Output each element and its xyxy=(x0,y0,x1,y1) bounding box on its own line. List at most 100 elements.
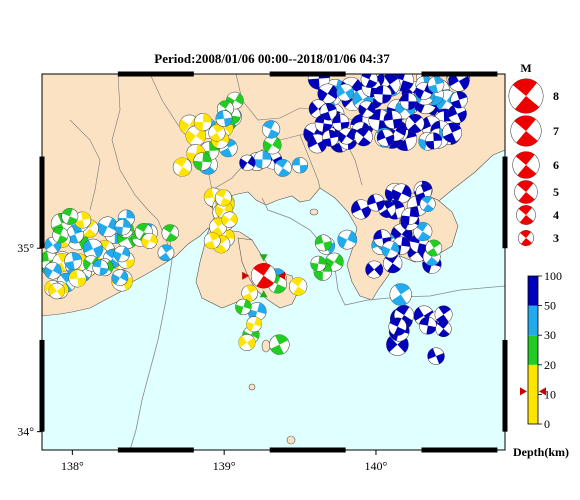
magnitude-legend-label: 4 xyxy=(553,208,559,222)
magnitude-legend-ball xyxy=(508,78,544,114)
magnitude-legend-ball xyxy=(512,151,540,179)
magnitude-legend-label: 6 xyxy=(553,158,559,172)
earthquake-mechanism xyxy=(262,120,281,139)
earthquake-mechanism xyxy=(253,150,272,169)
earthquake-mechanism xyxy=(389,283,412,306)
depth-color-band xyxy=(528,364,538,395)
earthquake-events xyxy=(42,74,471,365)
earthquake-mechanism xyxy=(381,240,400,259)
map-area: 138° 139° 140° 35° 34° xyxy=(17,71,508,473)
magnitude-legend-label: 8 xyxy=(553,89,559,103)
magnitude-legend-ball xyxy=(510,115,542,147)
earthquake-mechanism xyxy=(354,127,373,147)
map-title: Period:2008/01/06 00:00--2018/01/06 04:3… xyxy=(154,51,390,66)
earthquake-mechanism xyxy=(172,157,192,177)
depth-color-band xyxy=(528,276,538,306)
earthquake-mechanism xyxy=(44,262,62,280)
earthquake-mechanism xyxy=(114,218,132,236)
latitude-tick-label: 35° xyxy=(17,241,34,255)
earthquake-mechanism xyxy=(113,245,131,263)
map-frame-ticks xyxy=(39,71,508,453)
earthquake-mechanism xyxy=(157,244,175,262)
depth-color-band xyxy=(528,394,538,424)
earthquake-mechanism xyxy=(314,234,332,252)
earthquake-mechanism xyxy=(288,277,308,296)
earthquake-mechanism xyxy=(221,211,238,228)
earthquake-mechanism xyxy=(351,199,372,220)
earthquake-mechanism xyxy=(239,154,256,171)
island xyxy=(286,435,296,445)
earthquake-mechanism xyxy=(358,100,376,118)
earthquake-mechanism xyxy=(435,320,452,338)
island xyxy=(248,383,256,391)
main-event-mechanism xyxy=(250,263,277,289)
magnitude-legend-heading: M xyxy=(520,61,531,75)
main-event-arrow xyxy=(259,290,268,298)
plate-boundaries xyxy=(129,197,505,450)
depth-tick-label: 20 xyxy=(544,358,556,372)
earthquake-mechanism xyxy=(321,129,339,147)
earthquake-mechanism xyxy=(214,189,232,207)
earthquake-mechanism xyxy=(238,333,256,352)
latitude-tick-label: 34° xyxy=(17,425,34,439)
magnitude-legend-label: 5 xyxy=(553,185,559,199)
earthquake-mechanism xyxy=(92,259,109,276)
main-event-marker xyxy=(242,254,286,298)
earthquake-mechanism xyxy=(337,229,358,250)
depth-color-band xyxy=(528,305,538,336)
earthquake-mechanism xyxy=(82,238,104,260)
earthquake-mechanism xyxy=(405,114,425,134)
earthquake-mechanism xyxy=(208,124,226,142)
earthquake-mechanism xyxy=(376,129,395,147)
earthquake-mechanism xyxy=(383,110,403,129)
earthquake-mechanism xyxy=(64,252,83,270)
depth-tick-label: 50 xyxy=(544,299,556,313)
longitude-tick-label: 139° xyxy=(213,459,236,473)
earthquake-mechanism xyxy=(434,305,453,324)
magnitude-legend-label: 3 xyxy=(553,231,559,245)
earthquake-mechanism xyxy=(399,92,418,111)
earthquake-mechanism xyxy=(360,74,378,88)
depth-marker-arrow xyxy=(539,387,546,396)
earthquake-mechanism xyxy=(425,239,443,257)
depth-tick-label: 0 xyxy=(544,417,550,431)
longitude-tick-label: 140° xyxy=(365,459,388,473)
earthquake-mechanism xyxy=(365,260,384,279)
earthquake-mechanism xyxy=(419,196,436,212)
earthquake-mechanism xyxy=(450,91,468,109)
main-event-arrow xyxy=(278,271,286,280)
earthquake-mechanism xyxy=(141,232,158,249)
earthquake-mechanism xyxy=(378,200,396,218)
depth-marker-arrow xyxy=(520,387,527,396)
magnitude-legend-ball xyxy=(516,205,536,225)
earthquake-mechanism xyxy=(215,110,233,127)
magnitude-legend-ball xyxy=(514,180,538,204)
earthquake-mechanism xyxy=(310,255,327,272)
island xyxy=(261,339,271,353)
axis-labels: 138° 139° 140° 35° 34° xyxy=(17,241,387,473)
depth-tick-label: 10 xyxy=(544,387,556,401)
earthquake-mechanism xyxy=(235,298,252,316)
earthquake-mechanism xyxy=(337,127,355,145)
earthquake-mechanism xyxy=(427,76,445,93)
magnitude-legend: M 8 7 6 5 4 3 xyxy=(508,61,559,246)
earthquake-mechanism xyxy=(61,208,79,225)
earthquake-mechanism xyxy=(336,83,354,102)
earthquake-mechanism xyxy=(317,83,338,104)
main-event-arrow xyxy=(259,254,268,262)
earthquake-mechanism xyxy=(68,269,87,288)
earthquake-mechanism xyxy=(273,159,292,177)
earthquake-mechanism xyxy=(193,113,213,132)
earthquake-mechanism xyxy=(401,207,419,225)
earthquake-mechanism xyxy=(427,347,445,365)
earthquake-mechanism xyxy=(161,224,179,242)
longitude-tick-label: 138° xyxy=(61,459,84,473)
magnitude-legend-label: 7 xyxy=(553,124,559,138)
magnitude-legend-ball xyxy=(518,230,534,246)
earthquake-mechanism xyxy=(291,157,308,174)
depth-color-band xyxy=(528,335,538,365)
earthquake-mechanism xyxy=(319,103,338,121)
depth-tick-label: 30 xyxy=(544,328,556,342)
